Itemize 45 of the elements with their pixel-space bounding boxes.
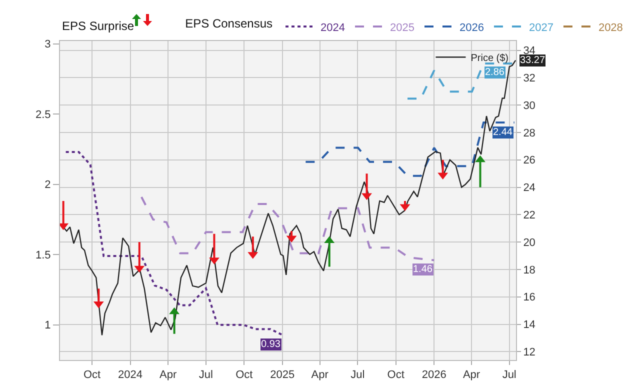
data-label: 0.93: [261, 339, 281, 350]
y2-tick-label: 34: [523, 45, 536, 58]
y2-tick-label: 22: [523, 210, 536, 222]
legend-label: 2025: [390, 22, 414, 34]
x-tick-label: Oct: [83, 369, 101, 382]
line-series: [140, 196, 436, 262]
data-label: 33.27: [520, 55, 546, 66]
x-tick-label: Apr: [311, 369, 329, 382]
y2-tick-label: 24: [523, 182, 536, 194]
y2-tick-label: 16: [523, 292, 536, 304]
x-tick-label: 2025: [270, 369, 295, 382]
y-tick-label: 1: [44, 320, 51, 332]
x-tick-label: Jul: [198, 369, 213, 382]
x-tick-label: Jul: [502, 369, 516, 382]
legend-label: 2024: [320, 22, 345, 34]
x-tick-label: Jul: [350, 369, 365, 382]
y2-tick-label: 12: [523, 346, 536, 358]
legend-label: 2027: [528, 22, 554, 34]
legend-label: Price ($): [470, 52, 509, 64]
y2-tick-label: 14: [523, 319, 536, 332]
y2-tick-label: 26: [523, 154, 536, 167]
y2-tick-label: 18: [523, 264, 536, 276]
y2-tick-label: 32: [523, 72, 536, 85]
y2-tick-label: 30: [523, 100, 536, 112]
legend-label: 2026: [459, 22, 484, 34]
x-tick-label: Apr: [462, 369, 480, 382]
y2-tick-label: 20: [523, 236, 536, 249]
line-series: [64, 151, 283, 336]
y-tick-label: 3: [44, 38, 51, 51]
x-tick-label: Oct: [236, 369, 253, 382]
y-tick-label: 2.5: [36, 108, 51, 121]
legend-title: EPS Consensus: [185, 16, 273, 31]
data-label: 2.44: [493, 127, 513, 138]
y-tick-label: 1.5: [36, 249, 51, 262]
x-tick-label: 2024: [118, 369, 142, 382]
data-label: 2.86: [485, 67, 505, 78]
x-tick-label: Apr: [160, 369, 177, 382]
y-tick-label: 2: [44, 179, 51, 192]
y2-tick-label: 28: [523, 127, 536, 140]
legend-label: 2028: [598, 22, 623, 34]
text: EPS Surprise: [62, 19, 134, 33]
data-label: 1.46: [413, 264, 433, 275]
x-tick-label: Oct: [387, 369, 404, 382]
line-series: [304, 122, 516, 177]
x-tick-label: 2026: [422, 369, 446, 382]
